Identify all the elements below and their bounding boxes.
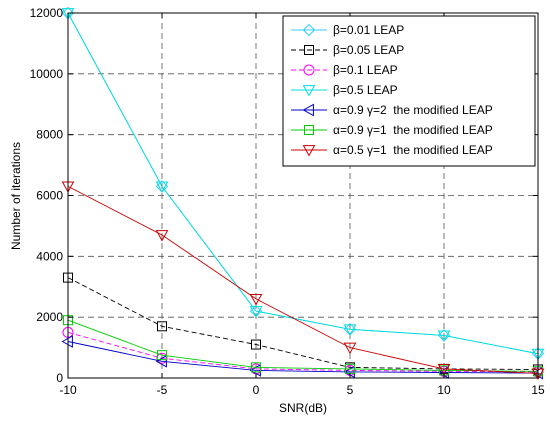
axis-ticks: -10 -5 0 5 10 15 0 2000 4000 6000 8000 10000 12000	[30, 6, 545, 397]
legend-label: α=0.9 γ=2 the modified LEAP	[333, 103, 493, 117]
legend-marker	[304, 125, 314, 135]
data-point	[155, 181, 169, 193]
series-line	[67, 12, 539, 355]
y-tick-label: 8000	[36, 128, 63, 142]
legend-label: α=0.9 γ=1 the modified LEAP	[333, 123, 493, 137]
series-line	[67, 277, 539, 370]
x-tick-label: 5	[347, 383, 354, 397]
data-point	[249, 294, 263, 306]
data-point	[155, 354, 167, 368]
series-layer	[61, 6, 545, 380]
data-point	[61, 8, 75, 20]
data-point	[437, 330, 451, 342]
data-point	[343, 342, 357, 355]
data-point	[251, 362, 261, 373]
legend: β=0.01 LEAP β=0.05 LEAP β=0.1 LEAP β=0.5 LE…	[282, 15, 536, 167]
legend-label: β=0.1 LEAP	[333, 63, 398, 77]
legend-marker	[302, 103, 314, 117]
legend-marker	[303, 64, 315, 76]
legend-marker	[304, 45, 314, 55]
legend-marker	[302, 85, 316, 97]
legend-marker	[302, 145, 316, 157]
x-tick-label: 10	[437, 383, 451, 397]
x-tick-label: -10	[59, 383, 77, 397]
data-point	[251, 339, 261, 350]
x-tick-label: 15	[531, 383, 545, 397]
y-tick-label: 10000	[30, 67, 64, 81]
x-tick-label: 0	[253, 383, 260, 397]
legend-label: β=0.5 LEAP	[333, 83, 398, 97]
legend-marker	[302, 23, 316, 37]
y-tick-label: 0	[56, 371, 63, 385]
data-point	[157, 350, 167, 361]
data-point	[343, 324, 357, 336]
x-axis-title: SNR(dB)	[279, 401, 327, 415]
y-tick-label: 2000	[36, 310, 63, 324]
x-tick-label: -5	[157, 383, 168, 397]
series-line	[67, 331, 539, 373]
data-point	[61, 335, 73, 348]
y-tick-label: 6000	[36, 189, 63, 203]
data-point	[249, 306, 263, 318]
y-tick-label: 12000	[30, 6, 64, 20]
data-point	[155, 230, 169, 242]
legend-label: β=0.01 LEAP	[333, 23, 404, 37]
data-point	[437, 363, 451, 376]
y-axis-title: Number of iterations	[9, 142, 23, 250]
legend-label: β=0.05 LEAP	[333, 43, 404, 57]
series-line	[67, 319, 539, 372]
series-line	[67, 341, 539, 374]
y-tick-label: 4000	[36, 249, 63, 263]
series-line	[67, 186, 539, 374]
legend-label: α=0.5 γ=1 the modified LEAP	[333, 143, 493, 157]
data-point	[157, 321, 167, 332]
legend-box	[282, 15, 536, 167]
